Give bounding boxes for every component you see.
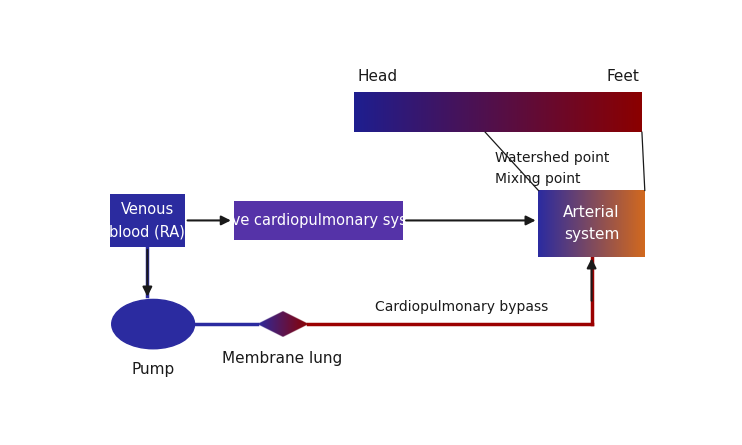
Text: Cardiopulmonary bypass: Cardiopulmonary bypass <box>375 300 548 314</box>
Text: Feet: Feet <box>606 69 639 84</box>
Text: Arterial
system: Arterial system <box>563 205 620 243</box>
Text: Watershed point
Mixing point: Watershed point Mixing point <box>496 151 610 186</box>
Text: Head: Head <box>358 69 398 84</box>
Circle shape <box>112 299 194 349</box>
Bar <box>110 194 185 247</box>
Text: Pump: Pump <box>131 363 175 377</box>
Bar <box>234 201 404 240</box>
Text: Native cardiopulmonary system: Native cardiopulmonary system <box>202 213 436 228</box>
Text: Membrane lung: Membrane lung <box>223 351 343 366</box>
Text: Venous
blood (RA): Venous blood (RA) <box>109 202 186 239</box>
